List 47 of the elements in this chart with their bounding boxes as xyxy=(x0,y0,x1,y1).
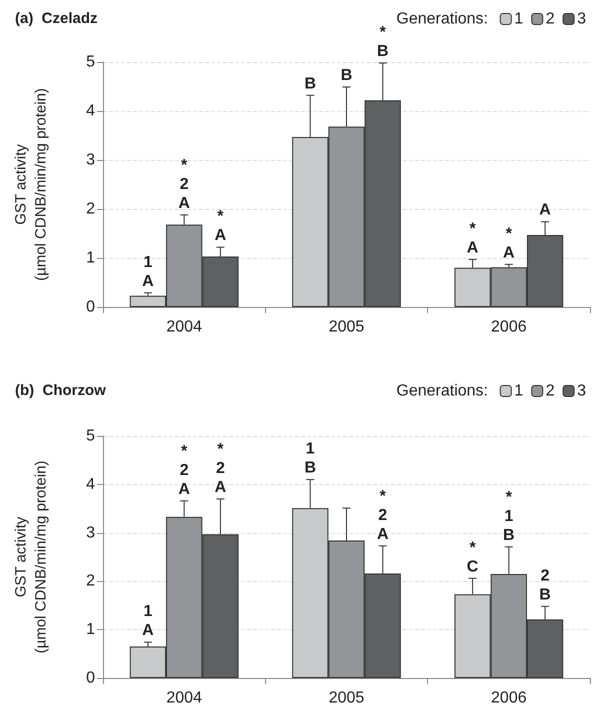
x-tick-label: 2005 xyxy=(328,318,364,336)
annotation: * 1 B xyxy=(503,488,515,544)
annotation: 1 B xyxy=(304,440,316,477)
annotation: * A xyxy=(503,225,516,262)
y-tick-label: 1 xyxy=(86,250,96,266)
y-tick-label: 4 xyxy=(86,476,96,493)
y-tick-label: 4 xyxy=(86,102,96,120)
chart-title: (a) Czeladz xyxy=(15,10,98,27)
y-tick-label: 3 xyxy=(86,524,96,542)
x-tick-label: 2004 xyxy=(166,318,202,336)
y-tick-label: 3 xyxy=(86,152,96,168)
annotation: * 2 A xyxy=(376,488,389,543)
legend-label: 3 xyxy=(577,10,586,28)
annotation: * 2 A xyxy=(178,156,190,212)
annotation: * 2 A xyxy=(214,440,227,496)
x-tick-label: 2005 xyxy=(328,690,364,706)
y-tick-label: 5 xyxy=(86,428,96,444)
legend-title: Generations: xyxy=(396,10,488,28)
annotation: 2 B xyxy=(539,567,551,604)
legend-label: 2 xyxy=(546,382,555,400)
x-tick-label: 2006 xyxy=(491,690,527,706)
legend-label: 2 xyxy=(546,10,555,28)
legend-label: 1 xyxy=(514,10,524,28)
annotation: B xyxy=(304,75,316,92)
annotation: 1 A xyxy=(142,603,154,640)
y-tick-label: 5 xyxy=(86,54,96,70)
annotation: * A xyxy=(466,220,479,256)
y-axis-title: GST activity (µmol CDNB/min/mg protein) xyxy=(12,460,50,654)
annotation: 1 A xyxy=(142,254,154,290)
y-tick-label: 2 xyxy=(86,200,96,218)
x-tick-label: 2004 xyxy=(166,690,202,706)
annotation: A xyxy=(539,202,552,219)
legend-label: 3 xyxy=(577,382,586,400)
annotation: * C xyxy=(466,539,479,576)
y-tick-label: 2 xyxy=(86,572,96,590)
x-tick-label: 2006 xyxy=(491,318,527,336)
annotation: * A xyxy=(214,208,227,244)
chart-title: (b) Chorzow xyxy=(15,382,106,399)
y-tick-label: 1 xyxy=(86,621,96,638)
y-tick-label: 0 xyxy=(86,298,96,316)
annotation: B xyxy=(340,66,352,84)
legend-label: 1 xyxy=(514,382,524,400)
text: * B xyxy=(376,24,389,60)
legend-title: Generations: xyxy=(396,382,488,400)
annotation: * 2 A xyxy=(178,442,190,498)
y-axis-title: GST activity (µmol CDNB/min/mg protein) xyxy=(12,88,50,281)
y-tick-label: 0 xyxy=(86,670,96,686)
